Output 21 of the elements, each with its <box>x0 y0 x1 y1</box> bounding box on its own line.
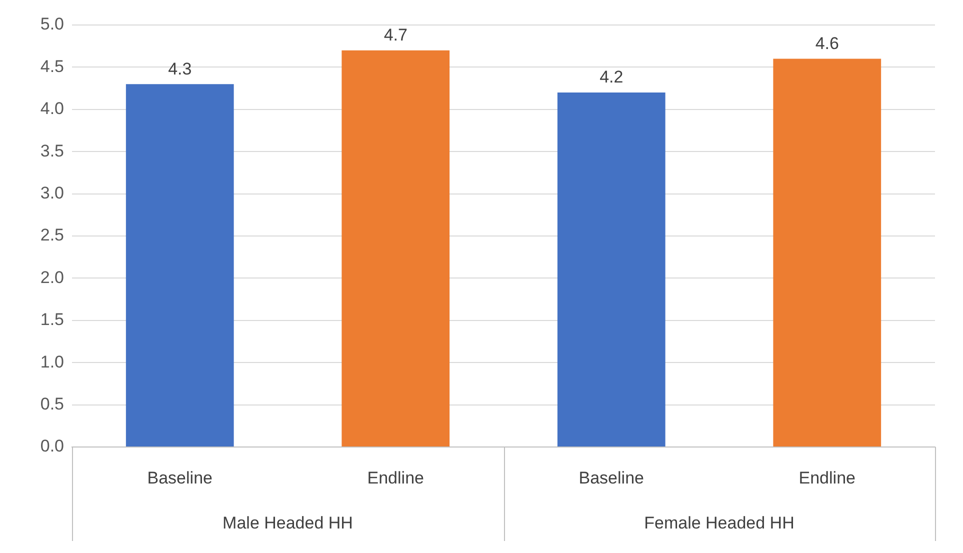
y-tick-label: 4.0 <box>40 99 64 118</box>
x-tick-label: Male Headed HH <box>222 514 353 533</box>
data-label: 4.2 <box>600 68 624 87</box>
y-tick-label: 0.5 <box>40 394 64 414</box>
y-tick-label: 1.5 <box>40 310 64 330</box>
data-label: 4.7 <box>384 26 408 45</box>
y-tick-label: 2.0 <box>40 268 64 287</box>
y-tick-label: 2.5 <box>40 226 64 245</box>
y-tick-label: 4.5 <box>40 56 64 76</box>
series-label: Endline <box>367 468 424 488</box>
y-tick-label: 1.0 <box>40 352 64 372</box>
y-tick-label: 0.0 <box>40 436 64 456</box>
data-label: 4.3 <box>168 59 192 78</box>
text: Endline <box>798 468 856 488</box>
text: Baseline <box>578 468 644 488</box>
y-tick-label: 3.5 <box>40 141 64 160</box>
y-tick-label: 3.0 <box>40 183 64 202</box>
x-tick-label: Female Headed HH <box>644 514 794 533</box>
y-tick-label: 5.0 <box>40 14 64 34</box>
series-label: Baseline <box>147 468 212 488</box>
data-label: 4.6 <box>815 34 839 53</box>
